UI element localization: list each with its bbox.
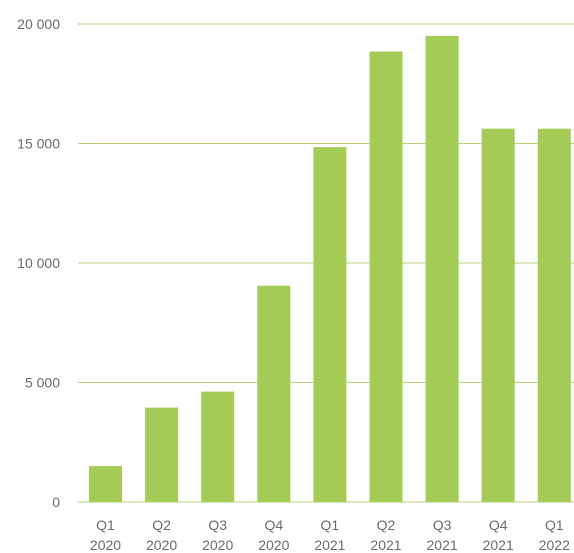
x-tick-label-year-5: 2021 <box>370 537 401 553</box>
x-tick-label-quarter-6: Q3 <box>433 517 452 533</box>
bar-3 <box>257 285 291 502</box>
bar-4 <box>313 147 347 502</box>
x-tick-label-year-3: 2020 <box>258 537 289 553</box>
y-axis-tick-labels: 0 5 000 10 000 15 000 20 000 <box>17 16 60 510</box>
bar-8 <box>537 128 571 502</box>
x-tick-label-quarter-0: Q1 <box>96 517 115 533</box>
x-tick-label-quarter-3: Q4 <box>264 517 283 533</box>
bar-7 <box>481 128 515 502</box>
bar-1 <box>145 407 179 502</box>
y-tick-label-2: 10 000 <box>17 255 60 271</box>
y-tick-label-1: 5 000 <box>25 375 60 391</box>
x-tick-label-quarter-8: Q1 <box>545 517 564 533</box>
x-tick-label-quarter-5: Q2 <box>377 517 396 533</box>
y-tick-label-3: 15 000 <box>17 136 60 152</box>
bar-6 <box>425 35 459 503</box>
y-tick-label-0: 0 <box>52 494 60 510</box>
x-tick-label-year-0: 2020 <box>90 537 121 553</box>
bar-0 <box>89 466 122 502</box>
x-tick-label-quarter-4: Q1 <box>321 517 340 533</box>
x-tick-label-quarter-7: Q4 <box>489 517 508 533</box>
x-tick-label-year-6: 2021 <box>427 537 458 553</box>
x-tick-label-year-1: 2020 <box>146 537 177 553</box>
bar-5 <box>369 51 403 502</box>
bars <box>89 35 571 503</box>
x-axis-tick-labels: Q1 2020 Q2 2020 Q3 2020 Q4 2020 Q1 2021 Q2 2021 Q3 20… <box>90 517 570 553</box>
x-tick-label-year-7: 2021 <box>483 537 514 553</box>
x-tick-label-quarter-2: Q3 <box>208 517 227 533</box>
y-tick-label-4: 20 000 <box>17 16 60 32</box>
bar-2 <box>201 391 235 502</box>
x-tick-label-year-8: 2022 <box>539 537 570 553</box>
x-tick-label-year-4: 2021 <box>314 537 345 553</box>
x-tick-label-quarter-1: Q2 <box>152 517 171 533</box>
x-tick-label-year-2: 2020 <box>202 537 233 553</box>
